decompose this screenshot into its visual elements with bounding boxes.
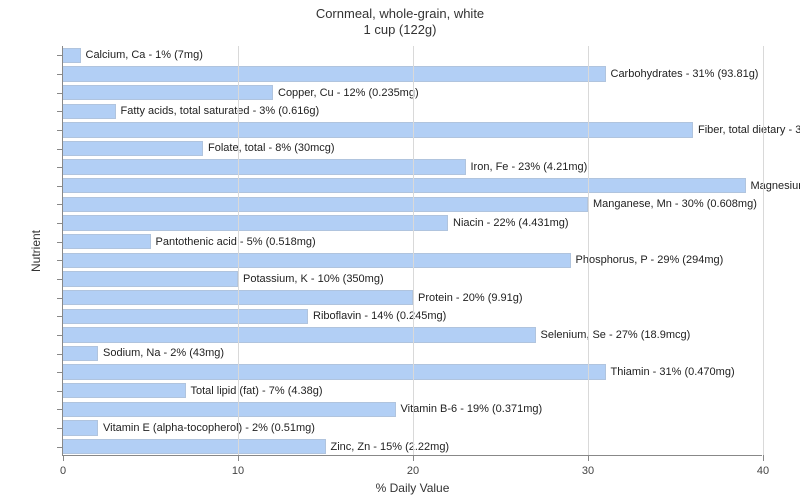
gridline	[763, 46, 764, 455]
bar: Manganese, Mn - 30% (0.608mg)	[63, 197, 588, 212]
bar-label: Fatty acids, total saturated - 3% (0.616…	[115, 105, 320, 117]
bar-label: Total lipid (fat) - 7% (4.38g)	[185, 385, 323, 397]
chart-title-line1: Cornmeal, whole-grain, white	[0, 6, 800, 22]
bar: Iron, Fe - 23% (4.21mg)	[63, 159, 466, 174]
x-tick	[588, 455, 589, 461]
y-tick	[57, 74, 63, 75]
bar: Riboflavin - 14% (0.245mg)	[63, 309, 308, 324]
y-tick	[57, 409, 63, 410]
y-tick	[57, 298, 63, 299]
bar: Zinc, Zn - 15% (2.22mg)	[63, 439, 326, 454]
y-tick	[57, 111, 63, 112]
nutrient-chart: Cornmeal, whole-grain, white 1 cup (122g…	[0, 0, 800, 500]
bar-label: Calcium, Ca - 1% (7mg)	[80, 49, 203, 61]
y-tick	[57, 186, 63, 187]
y-tick	[57, 316, 63, 317]
bar: Copper, Cu - 12% (0.235mg)	[63, 85, 273, 100]
bar: Potassium, K - 10% (350mg)	[63, 271, 238, 286]
bar: Total lipid (fat) - 7% (4.38g)	[63, 383, 186, 398]
bar-label: Manganese, Mn - 30% (0.608mg)	[587, 198, 757, 210]
x-tick-label: 40	[757, 465, 769, 477]
bar: Magnesium, Mg - 39% (155mg)	[63, 178, 746, 193]
bar: Carbohydrates - 31% (93.81g)	[63, 66, 606, 81]
x-tick	[763, 455, 764, 461]
bar-label: Carbohydrates - 31% (93.81g)	[605, 68, 759, 80]
bar-label: Protein - 20% (9.91g)	[412, 292, 523, 304]
y-tick	[57, 130, 63, 131]
y-tick	[57, 391, 63, 392]
bar-label: Folate, total - 8% (30mcg)	[202, 142, 335, 154]
bar-label: Niacin - 22% (4.431mg)	[447, 217, 569, 229]
bar: Selenium, Se - 27% (18.9mcg)	[63, 327, 536, 342]
bar-label: Thiamin - 31% (0.470mg)	[605, 366, 735, 378]
plot-area: Nutrient % Daily Value Calcium, Ca - 1% …	[62, 46, 762, 456]
bar-label: Riboflavin - 14% (0.245mg)	[307, 310, 446, 322]
bar-label: Sodium, Na - 2% (43mg)	[97, 347, 224, 359]
bar: Thiamin - 31% (0.470mg)	[63, 364, 606, 379]
y-tick	[57, 447, 63, 448]
bar-label: Fiber, total dietary - 36% (8.9g)	[692, 124, 800, 136]
bar: Fatty acids, total saturated - 3% (0.616…	[63, 104, 116, 119]
bar: Sodium, Na - 2% (43mg)	[63, 346, 98, 361]
bar-label: Phosphorus, P - 29% (294mg)	[570, 254, 724, 266]
bar: Phosphorus, P - 29% (294mg)	[63, 253, 571, 268]
x-tick	[63, 455, 64, 461]
chart-title-line2: 1 cup (122g)	[0, 22, 800, 38]
bar-label: Selenium, Se - 27% (18.9mcg)	[535, 329, 691, 341]
gridline	[588, 46, 589, 455]
bar: Vitamin B-6 - 19% (0.371mg)	[63, 402, 396, 417]
bar: Folate, total - 8% (30mcg)	[63, 141, 203, 156]
x-tick-label: 0	[60, 465, 66, 477]
y-tick	[57, 93, 63, 94]
bar: Vitamin E (alpha-tocopherol) - 2% (0.51m…	[63, 420, 98, 435]
x-axis-title: % Daily Value	[63, 481, 762, 495]
y-tick	[57, 354, 63, 355]
y-tick	[57, 167, 63, 168]
bar-label: Copper, Cu - 12% (0.235mg)	[272, 87, 419, 99]
gridline	[413, 46, 414, 455]
x-tick-label: 10	[232, 465, 244, 477]
gridline	[238, 46, 239, 455]
y-tick	[57, 372, 63, 373]
bar-label: Magnesium, Mg - 39% (155mg)	[745, 180, 800, 192]
x-tick-label: 20	[407, 465, 419, 477]
x-tick-label: 30	[582, 465, 594, 477]
y-tick	[57, 428, 63, 429]
y-tick	[57, 279, 63, 280]
bar-label: Iron, Fe - 23% (4.21mg)	[465, 161, 588, 173]
y-tick	[57, 149, 63, 150]
x-tick	[413, 455, 414, 461]
bar-label: Zinc, Zn - 15% (2.22mg)	[325, 441, 450, 453]
bar: Calcium, Ca - 1% (7mg)	[63, 48, 81, 63]
x-tick	[238, 455, 239, 461]
bar: Pantothenic acid - 5% (0.518mg)	[63, 234, 151, 249]
bar: Niacin - 22% (4.431mg)	[63, 215, 448, 230]
y-tick	[57, 204, 63, 205]
y-tick	[57, 223, 63, 224]
y-tick	[57, 335, 63, 336]
bar: Fiber, total dietary - 36% (8.9g)	[63, 122, 693, 137]
y-axis-title: Nutrient	[29, 229, 43, 271]
y-tick	[57, 242, 63, 243]
chart-title: Cornmeal, whole-grain, white 1 cup (122g…	[0, 6, 800, 39]
y-tick	[57, 260, 63, 261]
bar-label: Vitamin B-6 - 19% (0.371mg)	[395, 403, 543, 415]
bar-label: Pantothenic acid - 5% (0.518mg)	[150, 236, 316, 248]
bar-label: Vitamin E (alpha-tocopherol) - 2% (0.51m…	[97, 422, 315, 434]
bar-label: Potassium, K - 10% (350mg)	[237, 273, 384, 285]
y-tick	[57, 55, 63, 56]
